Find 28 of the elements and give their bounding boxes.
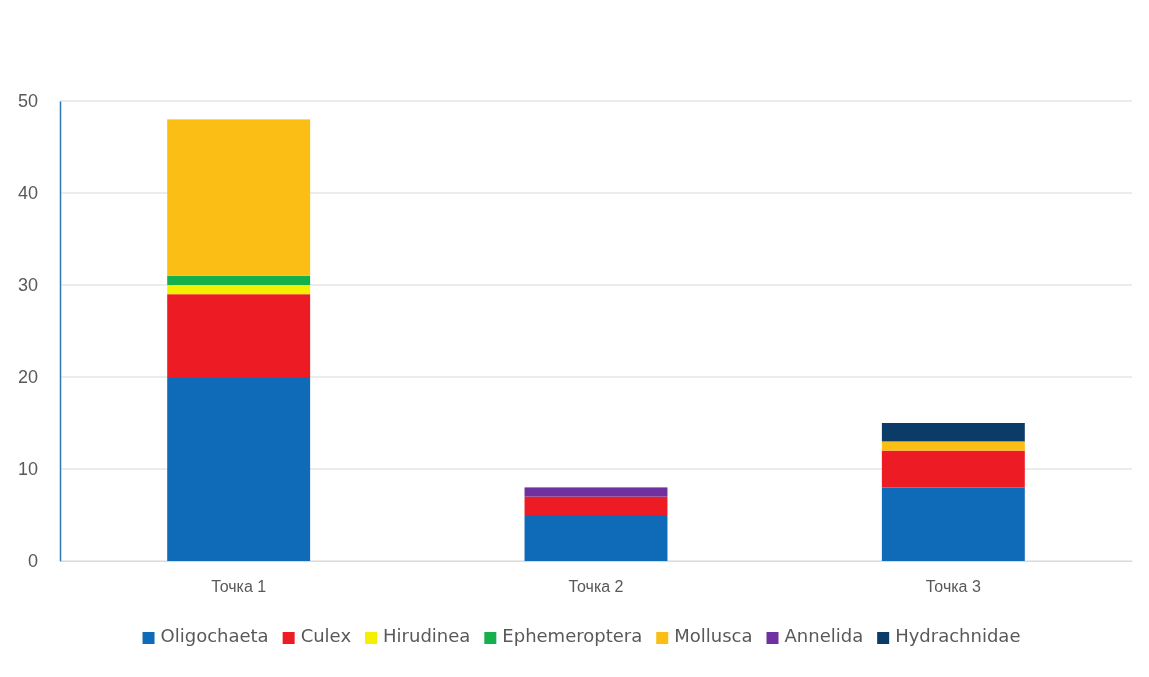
bar xyxy=(167,119,311,276)
bar xyxy=(524,515,668,561)
bar xyxy=(167,275,311,285)
bar xyxy=(524,487,668,497)
legend-label: Hirudinea xyxy=(383,625,471,646)
y-tick-label: 50 xyxy=(17,91,38,112)
bar xyxy=(167,377,311,561)
bar xyxy=(167,285,311,295)
y-tick-label: 0 xyxy=(27,551,38,572)
y-tick-label: 20 xyxy=(17,367,38,388)
bar xyxy=(881,487,1025,561)
y-tick-label: 40 xyxy=(17,183,38,204)
bar xyxy=(881,441,1025,451)
legend-label: Mollusca xyxy=(674,625,753,646)
bar xyxy=(167,294,311,377)
legend-label: Culex xyxy=(300,625,352,646)
legend-label: Ephemeroptera xyxy=(502,625,643,646)
bar xyxy=(881,450,1025,488)
legend-label: Annelida xyxy=(784,625,864,646)
x-tick-label: Точка 3 xyxy=(925,578,981,596)
bar xyxy=(881,423,1025,442)
legend-label: Hydrachnidae xyxy=(895,625,1021,646)
legend-label: Oligochaeta xyxy=(160,625,269,646)
y-tick-label: 30 xyxy=(17,275,38,296)
y-tick-label: 10 xyxy=(17,459,38,480)
bar xyxy=(524,496,668,515)
x-tick-label: Точка 1 xyxy=(211,578,267,596)
x-tick-label: Точка 2 xyxy=(568,578,624,596)
